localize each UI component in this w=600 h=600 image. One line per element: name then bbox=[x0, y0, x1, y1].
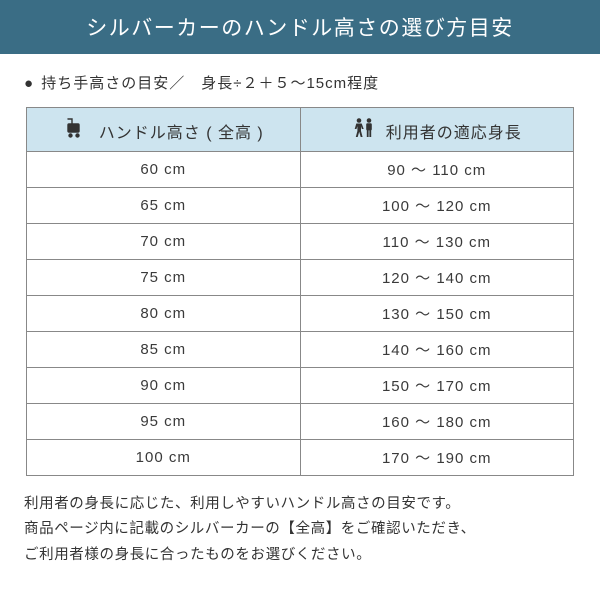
footnote-line: ご利用者様の身長に合ったものをお選びください。 bbox=[24, 543, 576, 568]
height-cell: 160 ～ 180 cm bbox=[300, 404, 574, 440]
table-row: 85 cm 140 ～ 160 cm bbox=[27, 332, 574, 368]
height-cell: 110 ～ 130 cm bbox=[300, 224, 574, 260]
height-cell: 100 ～ 120 cm bbox=[300, 188, 574, 224]
handle-cell: 100 cm bbox=[27, 440, 301, 476]
size-table: ハンドル高さ ( 全高 ) bbox=[26, 107, 574, 476]
handle-cell: 60 cm bbox=[27, 152, 301, 188]
table-row: 70 cm 110 ～ 130 cm bbox=[27, 224, 574, 260]
page-title: シルバーカーのハンドル高さの選び方目安 bbox=[0, 0, 600, 54]
handle-cell: 65 cm bbox=[27, 188, 301, 224]
height-cell: 140 ～ 160 cm bbox=[300, 332, 574, 368]
header-left-label: ハンドル高さ ( 全高 ) bbox=[99, 119, 264, 143]
table-header-row: ハンドル高さ ( 全高 ) bbox=[27, 108, 574, 152]
handle-cell: 85 cm bbox=[27, 332, 301, 368]
footnote-line: 商品ページ内に記載のシルバーカーの【全高】をご確認いただき、 bbox=[24, 517, 576, 542]
handle-cell: 90 cm bbox=[27, 368, 301, 404]
handle-cell: 75 cm bbox=[27, 260, 301, 296]
table-row: 80 cm 130 ～ 150 cm bbox=[27, 296, 574, 332]
height-cell: 130 ～ 150 cm bbox=[300, 296, 574, 332]
subtitle-text: 持ち手高さの目安／ 身長÷２＋５～15cm程度 bbox=[36, 75, 379, 92]
handle-cell: 70 cm bbox=[27, 224, 301, 260]
table-row: 65 cm 100 ～ 120 cm bbox=[27, 188, 574, 224]
people-icon bbox=[352, 117, 376, 144]
table-row: 90 cm 150 ～ 170 cm bbox=[27, 368, 574, 404]
table-row: 60 cm 90 ～ 110 cm bbox=[27, 152, 574, 188]
table-row: 95 cm 160 ～ 180 cm bbox=[27, 404, 574, 440]
footnote-line: 利用者の身長に応じた、利用しやすいハンドル高さの目安です。 bbox=[24, 492, 576, 517]
subtitle: ● 持ち手高さの目安／ 身長÷２＋５～15cm程度 bbox=[24, 72, 600, 93]
height-cell: 150 ～ 170 cm bbox=[300, 368, 574, 404]
height-cell: 170 ～ 190 cm bbox=[300, 440, 574, 476]
handle-cell: 95 cm bbox=[27, 404, 301, 440]
header-handle-height: ハンドル高さ ( 全高 ) bbox=[27, 108, 301, 152]
table-row: 75 cm 120 ～ 140 cm bbox=[27, 260, 574, 296]
height-cell: 90 ～ 110 cm bbox=[300, 152, 574, 188]
header-user-height: 利用者の適応身長 bbox=[300, 108, 574, 152]
cart-icon bbox=[63, 116, 89, 145]
footnote: 利用者の身長に応じた、利用しやすいハンドル高さの目安です。 商品ページ内に記載の… bbox=[24, 492, 576, 568]
table-body: 60 cm 90 ～ 110 cm 65 cm 100 ～ 120 cm 70 … bbox=[27, 152, 574, 476]
header-right-label: 利用者の適応身長 bbox=[386, 119, 522, 143]
handle-cell: 80 cm bbox=[27, 296, 301, 332]
height-cell: 120 ～ 140 cm bbox=[300, 260, 574, 296]
table-row: 100 cm 170 ～ 190 cm bbox=[27, 440, 574, 476]
bullet-icon: ● bbox=[24, 75, 34, 92]
